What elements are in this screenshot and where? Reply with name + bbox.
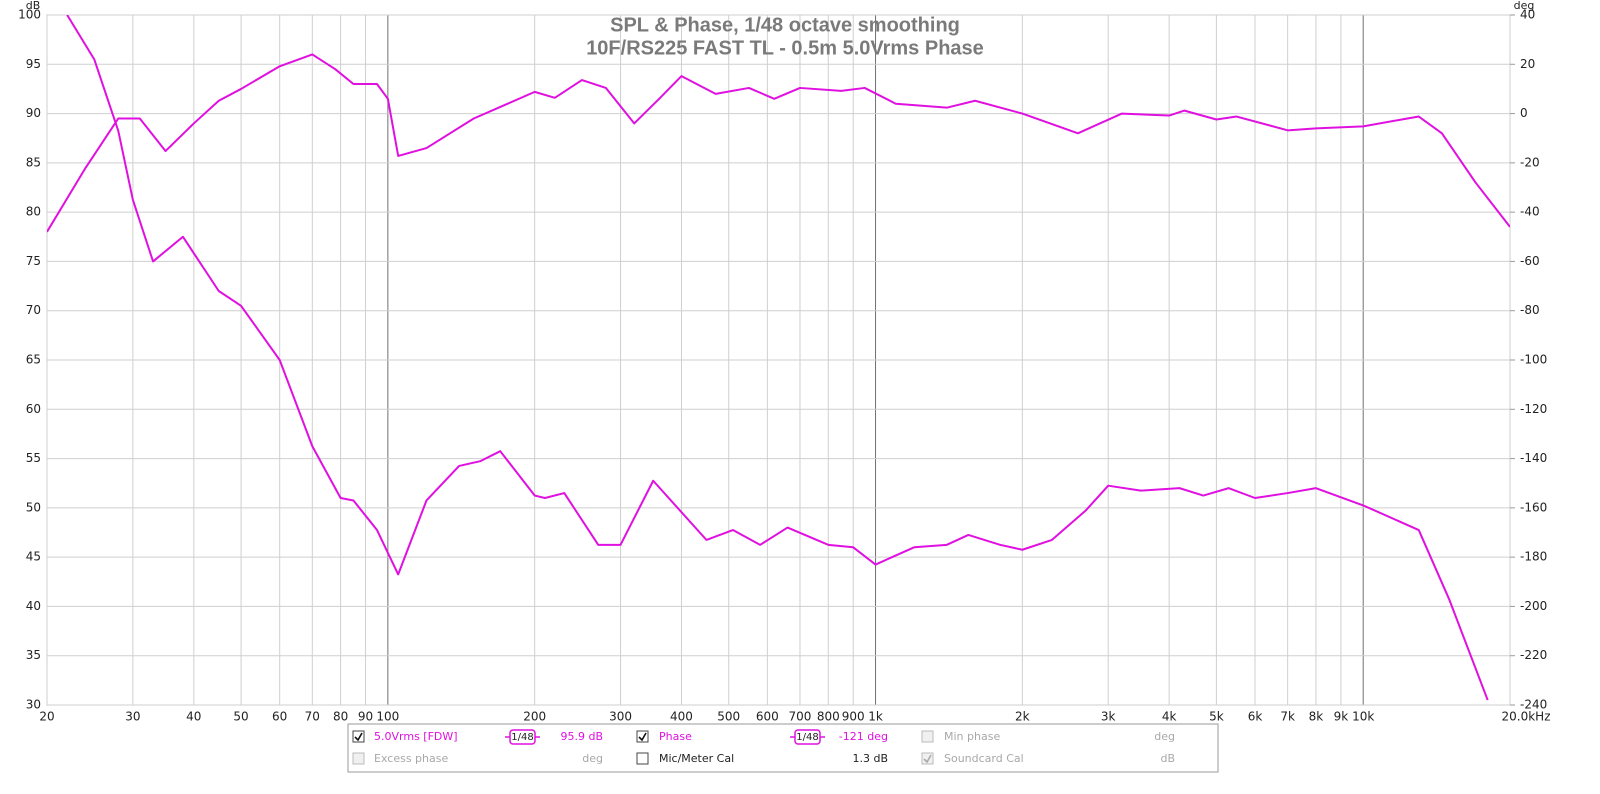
x-tick-label: 9k: [1334, 710, 1349, 724]
y-tick-label: 100: [18, 8, 41, 22]
x-tick-label: 30: [125, 710, 140, 724]
x-tick-label: 5k: [1209, 710, 1224, 724]
y2-axis-label: deg: [1514, 0, 1535, 12]
y2-tick-label: -60: [1520, 254, 1540, 268]
legend-readout: deg: [1154, 730, 1175, 743]
legend-label[interactable]: Mic/Meter Cal: [659, 752, 734, 765]
x-tick-label: 400: [670, 710, 693, 724]
smoothing-label: 1/48: [511, 732, 533, 743]
legend-label[interactable]: Excess phase: [374, 752, 448, 765]
y2-tick-label: -80: [1520, 303, 1540, 317]
x-tick-label: 90: [358, 710, 373, 724]
x-tick-label: 10k: [1352, 710, 1374, 724]
y-tick-label: 65: [26, 353, 41, 367]
legend-readout: dB: [1160, 752, 1175, 765]
series-line: [47, 53, 1510, 233]
chart-title: SPL & Phase, 1/48 octave smoothing: [610, 14, 960, 36]
y-axis-label: dB: [26, 0, 41, 12]
y2-tick-label: -140: [1520, 451, 1547, 465]
x-tick-label: 100: [376, 710, 399, 724]
y-tick-label: 75: [26, 254, 41, 268]
x-tick-label: 40: [186, 710, 201, 724]
x-tick-label: 6k: [1248, 710, 1263, 724]
y-tick-label: 95: [26, 57, 41, 71]
y-tick-label: 85: [26, 155, 41, 169]
smoothing-box[interactable]: [509, 729, 536, 745]
x-tick-label: 600: [756, 710, 779, 724]
legend-readout: -121 deg: [839, 730, 888, 743]
series-line: [66, 15, 1489, 701]
grid: [46, 14, 1511, 706]
y2-tick-label: -100: [1520, 353, 1547, 367]
y2-tick-label: -120: [1520, 402, 1547, 416]
check-mark: [354, 732, 363, 742]
y2-tick-label: 0: [1520, 106, 1528, 120]
legend-readout: 95.9 dB: [560, 730, 603, 743]
y2-tick-label: 40: [1520, 8, 1535, 22]
legend-panel: [347, 723, 1219, 773]
legend-label[interactable]: 5.0Vrms [FDW]: [374, 730, 458, 743]
smoothing-label: 1/48: [796, 732, 818, 743]
legend-readout: 1.3 dB: [852, 752, 888, 765]
x-tick-label: 20: [39, 710, 54, 724]
y-tick-label: 30: [26, 698, 41, 712]
x-tick-label: 7k: [1280, 710, 1295, 724]
x-tick-label: 8k: [1309, 710, 1324, 724]
x-tick-label: 900: [842, 710, 865, 724]
x-tick-label: 3k: [1101, 710, 1116, 724]
y-tick-label: 55: [26, 451, 41, 465]
checkbox[interactable]: [921, 730, 934, 743]
x-tick-label: 2k: [1015, 710, 1030, 724]
labels: 20 30 40 50 60 70 80 90 100 200 300 400 500 600 700 800…: [18, 8, 1550, 724]
checkbox[interactable]: [352, 730, 365, 743]
legend: 5.0Vrms [FDW] 1/48 95.9 dB Phase 1/48 -121 de…: [352, 729, 1175, 765]
x-tick-label: 500: [717, 710, 740, 724]
y2-tick-label: -20: [1520, 155, 1540, 169]
check-mark: [638, 732, 647, 742]
y2-tick-label: -200: [1520, 599, 1547, 613]
x-tick-label: 800: [817, 710, 840, 724]
y2-tick-label: 20: [1520, 57, 1535, 71]
checkbox[interactable]: [352, 752, 365, 765]
x-tick-label: 300: [609, 710, 632, 724]
x-tick-label: 200: [523, 710, 546, 724]
y2-tick-label: -240: [1520, 698, 1547, 712]
x-tick-label: 20.0kHz: [1502, 710, 1551, 724]
y2-tick-label: -180: [1520, 550, 1547, 564]
y-tick-label: 80: [26, 205, 41, 219]
checkbox[interactable]: [636, 730, 649, 743]
x-tick-label: 70: [305, 710, 320, 724]
y-tick-label: 40: [26, 599, 41, 613]
y-tick-label: 45: [26, 550, 41, 564]
checkbox[interactable]: [921, 752, 934, 765]
check-mark: [923, 754, 932, 764]
legend-label[interactable]: Min phase: [944, 730, 1000, 743]
x-tick-label: 80: [333, 710, 348, 724]
curves: [47, 15, 1510, 701]
legend-label[interactable]: Phase: [659, 730, 692, 743]
legend-label[interactable]: Soundcard Cal: [944, 752, 1024, 765]
y-tick-label: 50: [26, 500, 41, 514]
y2-tick-label: -40: [1520, 205, 1540, 219]
y-tick-label: 90: [26, 106, 41, 120]
x-tick-label: 60: [272, 710, 287, 724]
chart-subtitle: 10F/RS225 FAST TL - 0.5m 5.0Vrms Phase: [586, 37, 984, 59]
x-tick-label: 700: [789, 710, 812, 724]
y-tick-label: 70: [26, 303, 41, 317]
x-tick-label: 50: [233, 710, 248, 724]
y2-tick-label: -220: [1520, 648, 1547, 662]
x-tick-label: 4k: [1162, 710, 1177, 724]
smoothing-box[interactable]: [794, 729, 821, 745]
checkbox[interactable]: [636, 752, 649, 765]
y2-tick-label: -160: [1520, 500, 1547, 514]
legend-readout: deg: [582, 752, 603, 765]
y-tick-label: 35: [26, 648, 41, 662]
x-tick-label: 1k: [868, 710, 883, 724]
y-tick-label: 60: [26, 402, 41, 416]
